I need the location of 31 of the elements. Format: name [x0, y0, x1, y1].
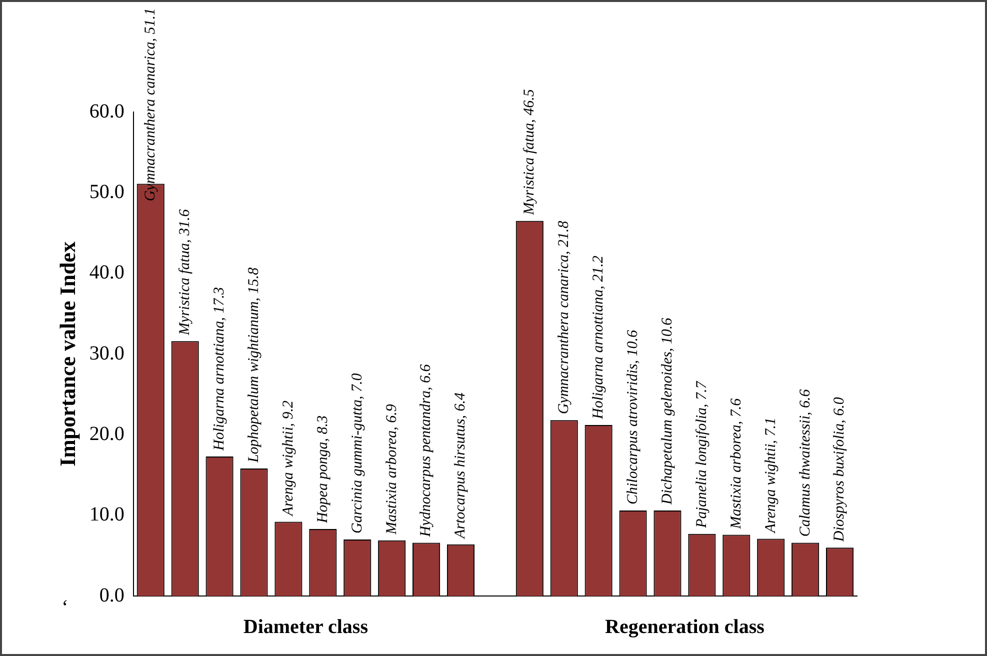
y-tick-label: 60.0: [89, 100, 124, 122]
text: Diameter class: [243, 616, 368, 638]
y-tick-label: 30.0: [89, 342, 124, 364]
data-label: Hydnocarpus pentandra, 6.6: [418, 364, 434, 538]
y-tick-label: 10.0: [89, 504, 124, 526]
text: Regeneration class: [605, 616, 765, 638]
data-label: Gymnacranthera canarica, 21.8: [556, 220, 572, 414]
data-label: Holigarna arnottiana, 21.2: [590, 255, 607, 420]
data-label: Calamus thwaitessii, 6.6: [797, 388, 814, 537]
data-label: Gymnacranthera canarica, 51.1: [142, 8, 159, 202]
data-label: Mastixia arborea, 6.9: [384, 404, 400, 536]
data-label: Mastixia arborea, 7.6: [728, 398, 744, 530]
data-label: Pajanelia longifolia, 7.7: [694, 380, 710, 529]
data-label: Myristica fatua, 46.5: [522, 88, 538, 216]
data-label: Holigarna arnottiana, 17.3: [211, 287, 228, 452]
data-label: Dichapetalum gelenoides, 10.6: [659, 317, 676, 506]
data-label: Myristica fatua, 31.6: [177, 208, 194, 336]
text: ‘: [62, 596, 68, 618]
data-label: Arenga wightii, 7.1: [762, 417, 779, 534]
data-label: Chilocarpus atroviridis, 10.6: [624, 330, 641, 504]
data-label: Diospyros buxifolia, 6.0: [832, 396, 848, 543]
data-label: Arenga wightii, 9.2: [280, 400, 296, 517]
y-tick-label: 50.0: [89, 180, 124, 203]
data-label: Garcinia gummi-gutta, 7.0: [349, 372, 366, 534]
data-label: Artocarpus hirsutus, 6.4: [452, 392, 469, 540]
y-axis-title: Importance value Index: [54, 242, 80, 466]
data-label: Hopea ponga, 8.3: [314, 416, 331, 524]
y-tick-label: 20.0: [89, 422, 124, 445]
data-label: Lophopetalum wightianum, 15.8: [246, 267, 262, 464]
y-tick-label: 40.0: [89, 262, 124, 284]
y-tick-label: 0.0: [99, 584, 124, 606]
